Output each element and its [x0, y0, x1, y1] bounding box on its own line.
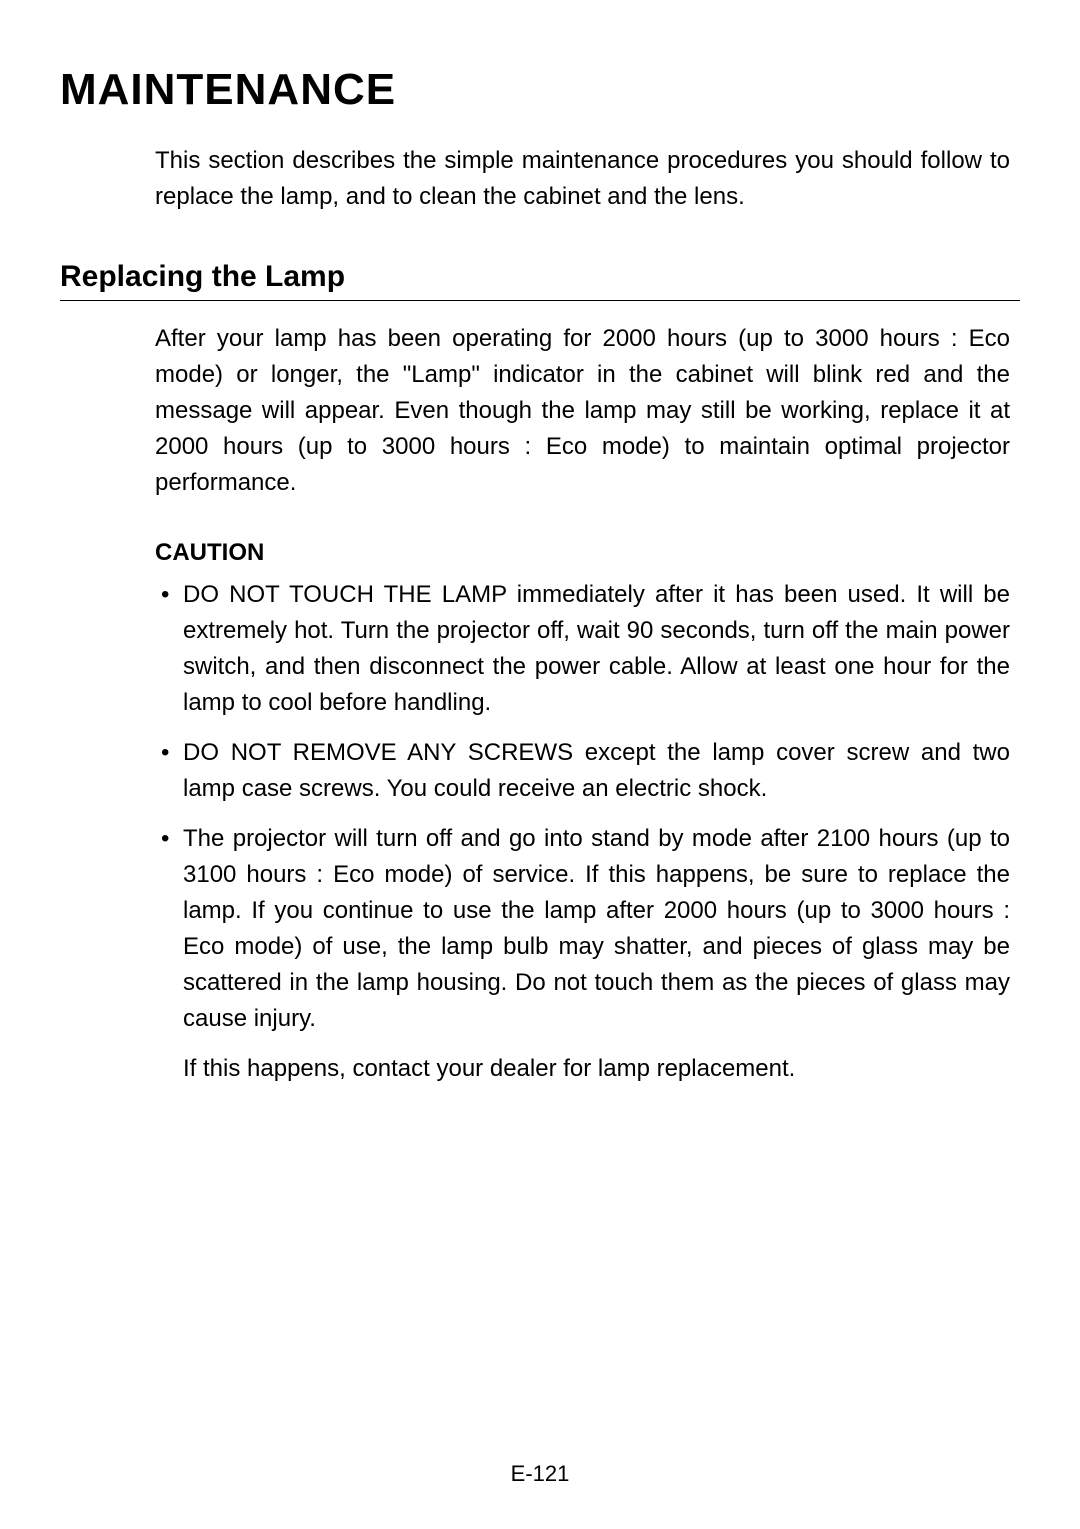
section-title-replacing-lamp: Replacing the Lamp	[60, 260, 1020, 294]
page-title: MAINTENANCE	[60, 65, 1020, 115]
page-number: E-121	[0, 1461, 1080, 1487]
caution-bullet-item: DO NOT REMOVE ANY SCREWS except the lamp…	[155, 735, 1010, 807]
caution-bullet-item: DO NOT TOUCH THE LAMP immediately after …	[155, 577, 1010, 721]
caution-heading: CAUTION	[155, 539, 1010, 567]
intro-paragraph: This section describes the simple mainte…	[155, 143, 1010, 215]
caution-bullet-item: The projector will turn off and go into …	[155, 821, 1010, 1037]
caution-bullet-list: DO NOT TOUCH THE LAMP immediately after …	[155, 577, 1010, 1037]
section-body: After your lamp has been operating for 2…	[155, 321, 1010, 501]
caution-follow-text: If this happens, contact your dealer for…	[155, 1051, 1010, 1087]
document-page: MAINTENANCE This section describes the s…	[0, 0, 1080, 1087]
caution-block: CAUTION DO NOT TOUCH THE LAMP immediatel…	[155, 539, 1010, 1087]
section-rule	[60, 300, 1020, 301]
